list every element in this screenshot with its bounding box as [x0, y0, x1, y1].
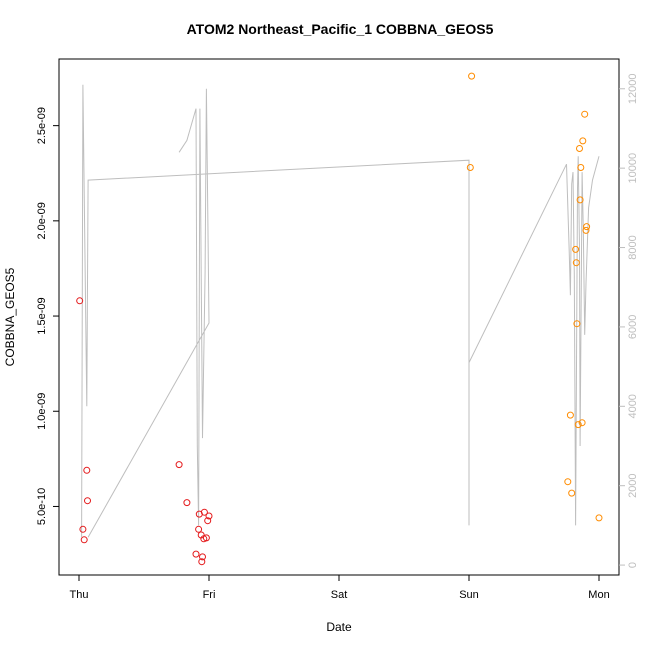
- data-point: [566, 411, 574, 419]
- data-point: [198, 558, 206, 566]
- x-tick-label: Thu: [70, 589, 89, 601]
- data-point: [199, 553, 206, 561]
- data-point: [564, 478, 572, 486]
- data-point: [581, 110, 589, 118]
- y2-tick-label: 2000: [627, 473, 639, 497]
- x-tick-label: Fri: [203, 589, 216, 601]
- y2-tick-label: 4000: [627, 394, 639, 418]
- altitude-trace-layer: [81, 84, 600, 538]
- data-point: [205, 512, 213, 520]
- y-axis: 5.0e-10 1.0e-09 1.5e-09 2.0e-09 2.5e-09: [36, 107, 59, 525]
- data-point: [204, 517, 212, 525]
- x-tick-label: Mon: [588, 589, 609, 601]
- x-tick-label: Sat: [331, 589, 348, 601]
- x-axis-label: Date: [326, 620, 352, 634]
- y-tick-label: 5.0e-10: [36, 488, 48, 525]
- y2-tick-label: 12000: [627, 73, 639, 104]
- y-tick-label: 1.0e-09: [36, 393, 48, 430]
- altitude-trace-line: [81, 84, 600, 538]
- data-point: [200, 508, 208, 516]
- data-point: [84, 497, 91, 505]
- data-point: [595, 514, 603, 522]
- data-point: [576, 145, 583, 152]
- y-tick-label: 2.0e-09: [36, 202, 48, 239]
- altitude-trace-line: [87, 88, 210, 538]
- data-point: [579, 137, 587, 145]
- data-point: [574, 421, 582, 429]
- data-point: [573, 320, 581, 328]
- data-point: [80, 536, 88, 544]
- y2-tick-label: 0: [627, 562, 639, 568]
- x-axis: Thu Fri Sat Sun Mon: [70, 575, 610, 601]
- data-point: [195, 525, 203, 533]
- chart-title: ATOM2 Northeast_Pacific_1 COBBNA_GEOS5: [187, 21, 494, 37]
- y2-tick-label: 6000: [627, 315, 639, 339]
- data-point: [183, 499, 191, 507]
- data-point: [202, 534, 210, 542]
- data-point: [582, 226, 590, 234]
- y-axis-label: COBBNA_GEOS5: [3, 267, 17, 366]
- data-point: [83, 466, 91, 474]
- data-point: [76, 297, 84, 305]
- data-point: [568, 489, 576, 497]
- data-point: [468, 72, 476, 80]
- data-point: [79, 525, 87, 533]
- data-point: [577, 164, 585, 171]
- data-point: [583, 223, 591, 231]
- plot-frame: [58, 58, 620, 576]
- y2-tick-label: 10000: [627, 153, 639, 184]
- y2-tick-label: 8000: [627, 235, 639, 259]
- points-layer: [76, 72, 603, 566]
- data-point: [175, 461, 183, 469]
- y-tick-label: 2.5e-09: [36, 107, 48, 144]
- data-point: [192, 550, 200, 558]
- data-point: [578, 419, 586, 427]
- data-point: [576, 196, 584, 204]
- data-point: [572, 259, 580, 267]
- data-point: [572, 245, 580, 253]
- y-tick-label: 1.5e-09: [36, 297, 48, 334]
- y2-axis: 0 2000 4000 6000 8000 10000 12000: [619, 73, 639, 568]
- x-tick-label: Sun: [459, 589, 479, 601]
- data-point: [466, 164, 474, 171]
